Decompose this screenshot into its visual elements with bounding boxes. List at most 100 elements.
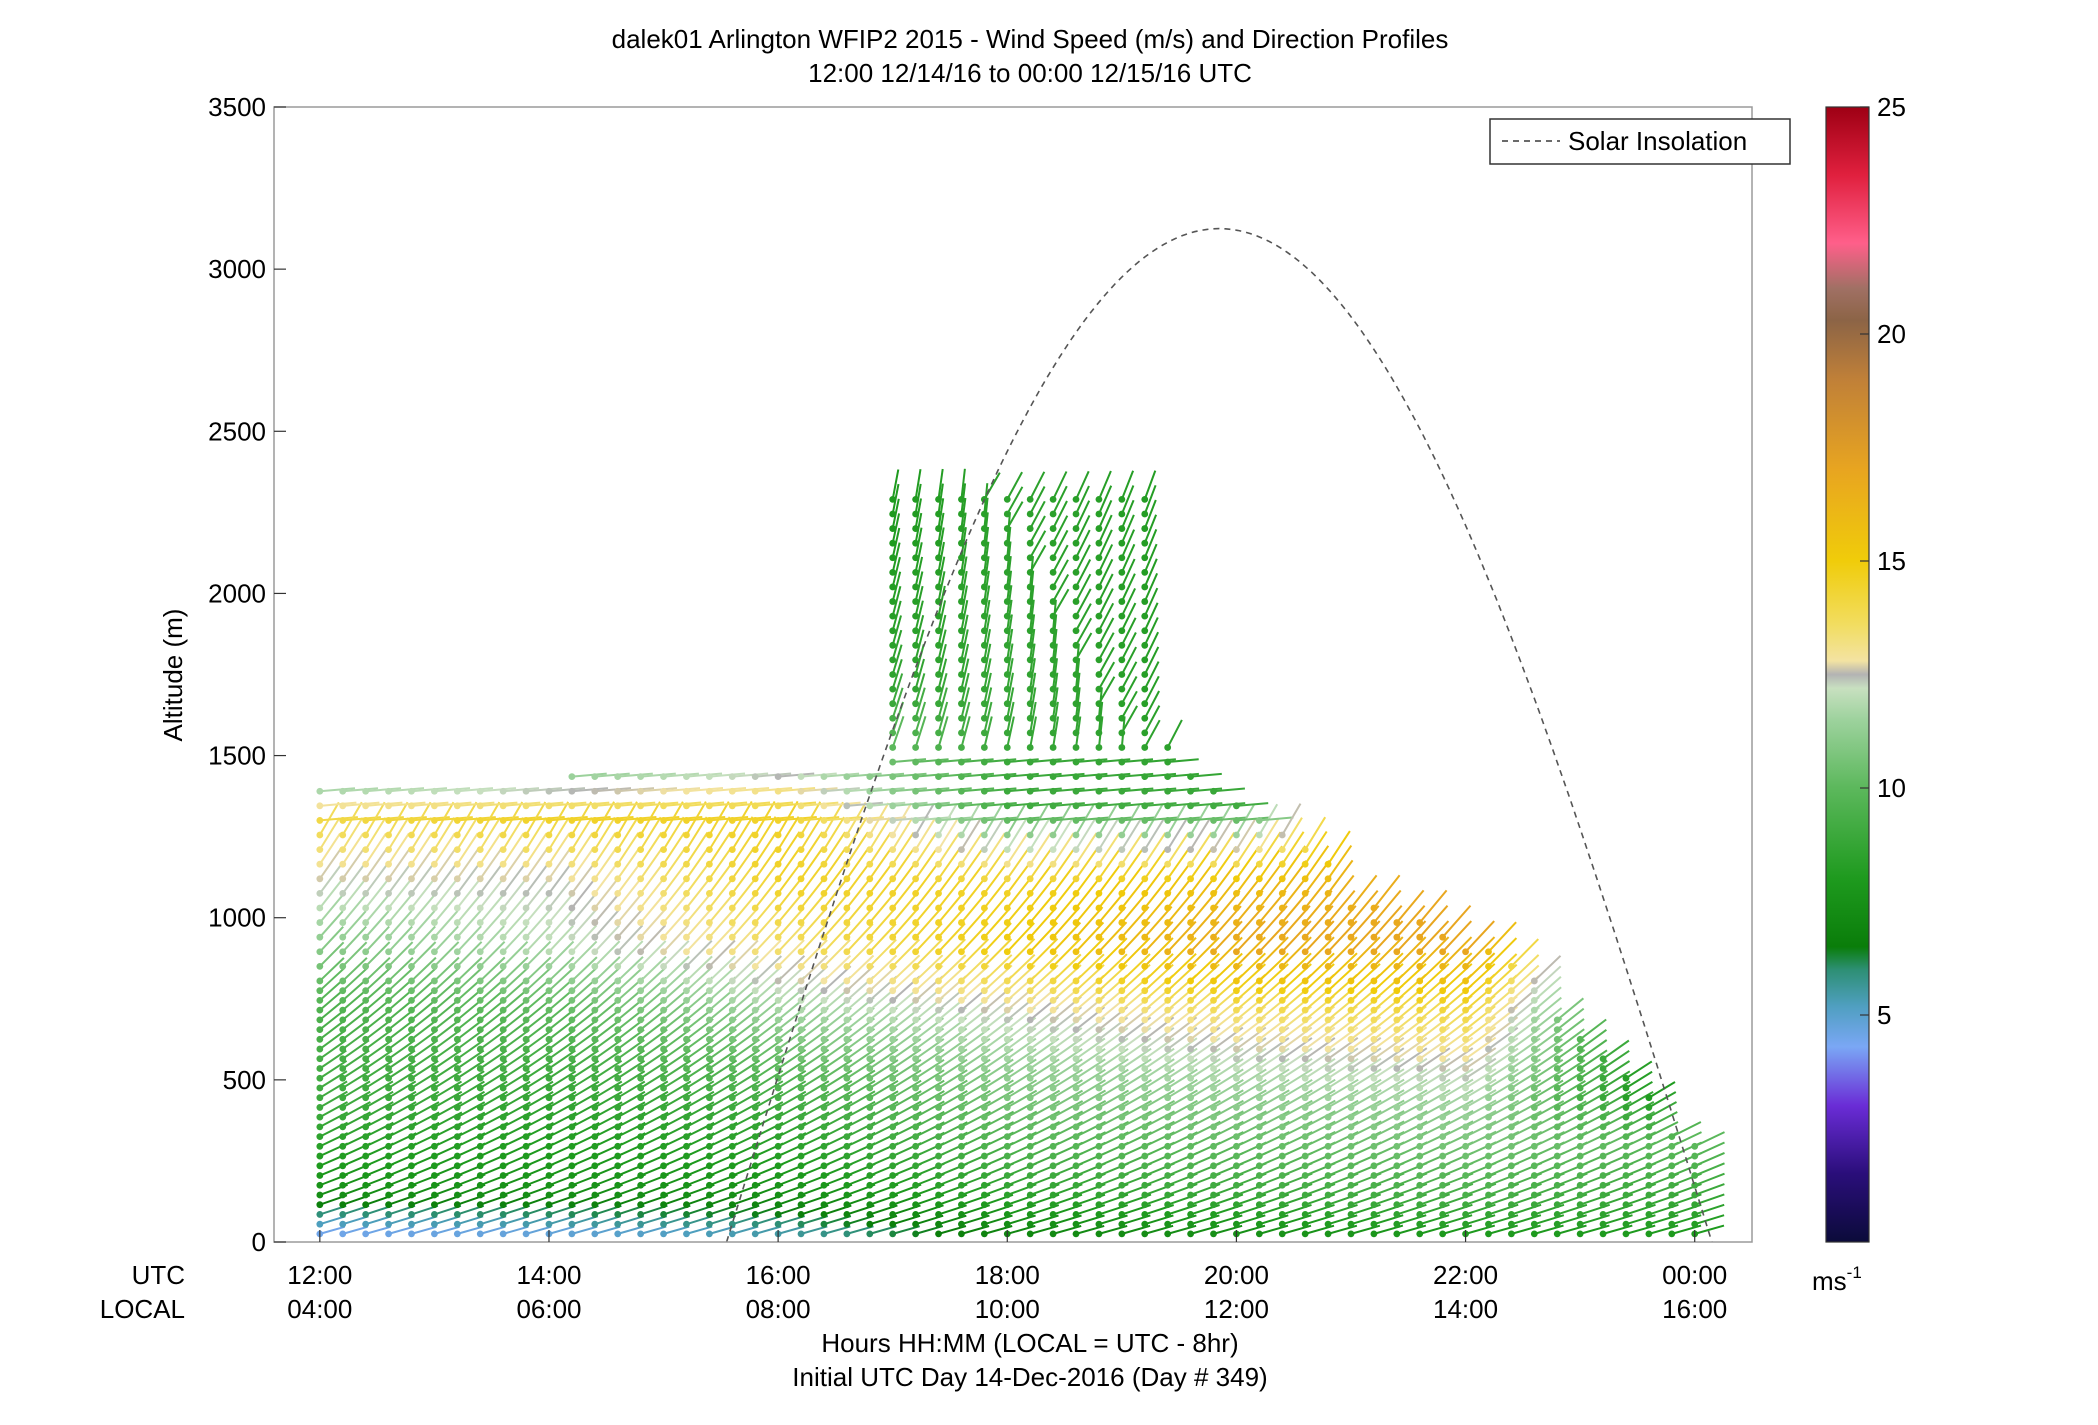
wind-barb-dot bbox=[1072, 1230, 1080, 1238]
wind-barb-dot bbox=[935, 1172, 942, 1179]
wind-barb-shaft bbox=[525, 909, 551, 938]
wind-barb-dot bbox=[1072, 1094, 1080, 1102]
wind-barb-dot bbox=[614, 1230, 622, 1238]
wind-barb-dot bbox=[935, 1074, 942, 1082]
wind-barb-dot bbox=[889, 1006, 897, 1014]
wind-barb-dot bbox=[958, 700, 965, 708]
wind-barb-dot bbox=[385, 1123, 392, 1131]
wind-barb-dot bbox=[637, 1152, 645, 1160]
wind-barb-shaft bbox=[319, 1059, 348, 1080]
wind-barb-dot bbox=[1003, 919, 1011, 926]
wind-barb-dot bbox=[476, 1230, 484, 1238]
wind-barb-dot bbox=[614, 889, 622, 897]
wind-barb-shaft bbox=[571, 832, 594, 865]
wind-barb-dot bbox=[958, 773, 965, 781]
wind-barb bbox=[683, 847, 710, 883]
wind-barb-dot bbox=[431, 997, 438, 1004]
wind-barb-dot bbox=[1003, 583, 1011, 591]
wind-barb-dot bbox=[751, 1133, 759, 1141]
wind-barb-dot bbox=[339, 1201, 347, 1209]
wind-barb-dot bbox=[316, 1006, 324, 1014]
wind-barb bbox=[568, 894, 596, 926]
wind-barb-dot bbox=[591, 1045, 599, 1053]
wind-barb bbox=[316, 967, 345, 995]
wind-barb-dot bbox=[660, 1181, 667, 1189]
wind-barb-shaft bbox=[639, 909, 666, 938]
wind-barb bbox=[408, 1070, 439, 1092]
wind-barb-dot bbox=[935, 919, 942, 926]
wind-barb-dot bbox=[1026, 1016, 1034, 1024]
wind-barb-shaft bbox=[502, 1080, 531, 1099]
wind-barb-dot bbox=[1003, 860, 1011, 868]
wind-barb-dot bbox=[476, 1181, 484, 1189]
wind-barb-dot bbox=[889, 598, 897, 605]
wind-barb-dot bbox=[797, 875, 805, 883]
wind-barb-dot bbox=[1095, 729, 1103, 737]
wind-barb bbox=[316, 848, 342, 883]
wind-barb-dot bbox=[637, 1084, 645, 1092]
wind-barb-dot bbox=[866, 817, 874, 824]
wind-barb-dot bbox=[637, 831, 645, 839]
wind-barb-shaft bbox=[341, 894, 367, 924]
wind-barb-dot bbox=[522, 1006, 530, 1014]
wind-barb bbox=[476, 801, 518, 810]
wind-barb-dot bbox=[1049, 1104, 1057, 1111]
wind-barb-dot bbox=[316, 1026, 324, 1033]
wind-barb-dot bbox=[362, 1026, 370, 1033]
wind-barb-dot bbox=[1072, 977, 1080, 985]
wind-barb-dot bbox=[980, 510, 988, 518]
wind-barb-shaft bbox=[571, 1225, 598, 1235]
wind-barb-dot bbox=[889, 875, 897, 883]
wind-barb-dot bbox=[568, 817, 576, 824]
wind-barb-dot bbox=[568, 1045, 576, 1053]
wind-barb-dot bbox=[889, 977, 897, 985]
wind-barb-dot bbox=[591, 1094, 599, 1102]
wind-barb-dot bbox=[866, 919, 874, 926]
wind-barb-shaft bbox=[456, 1029, 484, 1050]
chart-subtitle: 12:00 12/14/16 to 00:00 12/15/16 UTC bbox=[808, 58, 1252, 88]
wind-barb-dot bbox=[1095, 1104, 1103, 1111]
wind-barb-dot bbox=[431, 904, 438, 912]
wind-barb-dot bbox=[1049, 997, 1057, 1004]
wind-barb-dot bbox=[935, 1230, 942, 1238]
wind-barb-dot bbox=[591, 904, 599, 912]
wind-barb-dot bbox=[889, 1230, 897, 1238]
wind-barb-dot bbox=[637, 1065, 645, 1072]
wind-barb-dot bbox=[912, 1181, 920, 1189]
wind-barb bbox=[683, 801, 707, 839]
wind-barb-dot bbox=[385, 919, 392, 926]
wind-barb-dot bbox=[843, 1211, 851, 1218]
wind-barb-shaft bbox=[388, 787, 425, 793]
wind-barb-shaft bbox=[525, 940, 552, 968]
wind-barb-dot bbox=[499, 904, 507, 912]
wind-barb-dot bbox=[1118, 802, 1126, 810]
wind-barb bbox=[408, 1080, 440, 1102]
wind-barb-dot bbox=[1049, 1220, 1057, 1228]
wind-barb-dot bbox=[339, 1084, 347, 1092]
wind-barb-dot bbox=[568, 1172, 576, 1179]
wind-barb-dot bbox=[499, 1220, 507, 1228]
wind-barb-dot bbox=[935, 583, 942, 591]
wind-barb-dot bbox=[499, 933, 507, 941]
wind-barb-dot bbox=[866, 1035, 874, 1043]
wind-barb-dot bbox=[568, 997, 576, 1004]
wind-barb-shaft bbox=[686, 801, 725, 807]
wind-barb-dot bbox=[1003, 1133, 1011, 1141]
wind-barb-dot bbox=[958, 948, 965, 956]
wind-barb bbox=[385, 817, 410, 854]
wind-barb-dot bbox=[958, 671, 965, 678]
wind-barb-dot bbox=[935, 700, 942, 708]
wind-barb-dot bbox=[545, 1181, 553, 1189]
wind-barb-dot bbox=[568, 977, 576, 985]
wind-barb-shaft bbox=[639, 955, 667, 982]
wind-barb-dot bbox=[1118, 1045, 1126, 1053]
wind-barb-dot bbox=[637, 977, 645, 985]
wind-barb-dot bbox=[637, 1074, 645, 1082]
wind-barb-dot bbox=[728, 1152, 736, 1160]
wind-barb bbox=[499, 1060, 531, 1082]
wind-barb-dot bbox=[1049, 729, 1057, 737]
wind-barb-dot bbox=[614, 1162, 622, 1170]
wind-barb-dot bbox=[499, 1006, 507, 1014]
wind-barb-dot bbox=[637, 1055, 645, 1063]
wind-barb-dot bbox=[431, 962, 438, 970]
